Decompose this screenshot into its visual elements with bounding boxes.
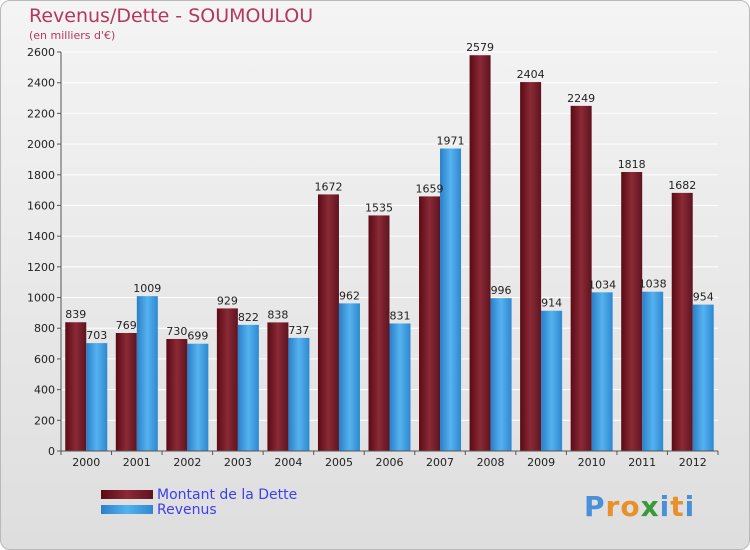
x-tick-label: 2011 — [628, 456, 656, 469]
data-label: 1034 — [588, 278, 616, 291]
bar-revenue — [490, 298, 512, 451]
data-label: 703 — [86, 329, 107, 342]
bar-debt — [317, 194, 339, 452]
x-tick-label: 2003 — [224, 456, 252, 469]
bar-revenue — [440, 148, 462, 451]
x-tick-label: 2000 — [72, 456, 100, 469]
legend-label-debt: Montant de la Dette — [157, 486, 298, 503]
x-tick-label: 2012 — [679, 456, 707, 469]
bar-debt — [166, 338, 188, 451]
bar-debt — [65, 322, 87, 451]
data-label: 1672 — [314, 180, 342, 193]
x-tick-label: 2009 — [527, 456, 555, 469]
bar-debt — [469, 55, 491, 452]
legend-item-revenue: Revenus — [101, 501, 297, 518]
bar-revenue — [237, 324, 259, 451]
y-tick-label: 1000 — [27, 292, 55, 305]
y-tick-label: 800 — [34, 322, 55, 335]
x-tick-label: 2006 — [376, 456, 404, 469]
data-label: 996 — [491, 284, 512, 297]
data-label: 2579 — [466, 41, 494, 54]
data-label: 2404 — [517, 68, 545, 81]
bar-revenue — [288, 337, 310, 451]
bar-debt — [570, 105, 592, 452]
y-tick-label: 1600 — [27, 199, 55, 212]
x-tick-label: 2008 — [477, 456, 505, 469]
bar-revenue — [591, 292, 613, 451]
y-tick-label: 400 — [34, 384, 55, 397]
data-label: 1038 — [639, 278, 667, 291]
bar-debt — [419, 196, 441, 451]
x-tick-label: 2001 — [123, 456, 151, 469]
bar-revenue — [541, 310, 563, 451]
bar-debt — [671, 192, 693, 451]
x-tick-label: 2005 — [325, 456, 353, 469]
bar-debt — [520, 82, 542, 451]
bar-debt — [216, 308, 238, 451]
bar-debt — [368, 215, 390, 451]
legend-swatch-debt — [101, 490, 153, 499]
data-label: 954 — [693, 291, 714, 304]
data-label: 822 — [238, 311, 259, 324]
bar-revenue — [338, 303, 360, 451]
data-label: 1535 — [365, 201, 393, 214]
y-tick-label: 1400 — [27, 230, 55, 243]
x-tick-label: 2007 — [426, 456, 454, 469]
data-label: 838 — [267, 308, 288, 321]
bar-debt — [115, 332, 137, 451]
data-label: 839 — [65, 308, 86, 321]
data-label: 737 — [288, 324, 309, 337]
y-tick-label: 0 — [48, 445, 55, 458]
proxiti-logo: Proxiti — [584, 490, 696, 523]
data-label: 929 — [217, 294, 238, 307]
x-tick-label: 2004 — [274, 456, 302, 469]
data-label: 831 — [390, 309, 411, 322]
y-tick-label: 2200 — [27, 107, 55, 120]
data-label: 699 — [187, 330, 208, 343]
chart-legend: Montant de la Dette Revenus — [101, 486, 298, 518]
y-tick-label: 600 — [34, 353, 55, 366]
data-label: 914 — [541, 297, 562, 310]
y-tick-label: 2400 — [27, 77, 55, 90]
data-label: 1009 — [133, 282, 161, 295]
data-label: 1682 — [668, 179, 696, 192]
data-label: 2249 — [567, 92, 595, 105]
bar-debt — [621, 172, 643, 451]
bar-revenue — [642, 291, 664, 451]
bar-revenue — [187, 343, 209, 451]
data-label: 1818 — [618, 158, 646, 171]
bar-debt — [267, 322, 289, 451]
legend-item-debt: Montant de la Dette — [101, 486, 298, 503]
bar-revenue — [136, 296, 158, 451]
data-label: 1659 — [416, 182, 444, 195]
y-tick-label: 2000 — [27, 138, 55, 151]
legend-swatch-revenue — [101, 505, 153, 514]
y-tick-label: 2600 — [27, 46, 55, 59]
data-label: 962 — [339, 289, 360, 302]
chart-subtitle: (en milliers d'€) — [29, 29, 116, 42]
data-label: 1971 — [437, 135, 465, 148]
y-tick-label: 200 — [34, 414, 55, 427]
x-tick-label: 2010 — [578, 456, 606, 469]
bar-revenue — [86, 343, 108, 451]
chart-title: Revenus/Dette - SOUMOULOU — [29, 5, 314, 27]
y-tick-label: 1800 — [27, 169, 55, 182]
bar-revenue — [389, 323, 411, 451]
data-label: 769 — [116, 319, 137, 332]
x-tick-label: 2002 — [173, 456, 201, 469]
bar-revenue — [692, 304, 714, 451]
y-tick-label: 1200 — [27, 261, 55, 274]
legend-label-revenue: Revenus — [157, 501, 217, 518]
data-label: 730 — [166, 325, 187, 338]
